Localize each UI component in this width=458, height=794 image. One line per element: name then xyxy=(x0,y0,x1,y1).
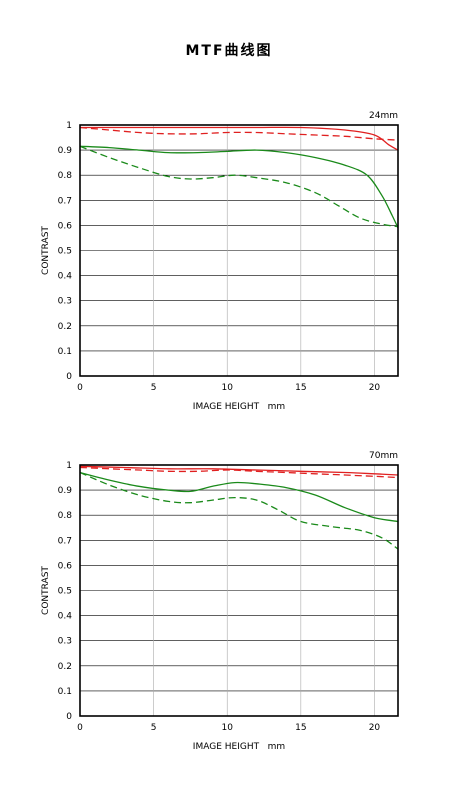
y-tick-label: 0.8 xyxy=(58,171,73,181)
y-tick-label: 0.3 xyxy=(58,297,72,307)
y-tick-label: 0.4 xyxy=(58,612,73,622)
y-tick-label: 0.9 xyxy=(58,486,73,496)
series-line-3 xyxy=(79,145,399,228)
x-tick-label: 5 xyxy=(151,383,157,393)
y-tick-label: 0.2 xyxy=(58,322,72,332)
y-tick-label: 0.4 xyxy=(58,272,73,282)
y-axis-label: CONTRAST xyxy=(41,226,51,275)
grid xyxy=(79,464,398,717)
mtf-chart-24mm: 00.10.20.30.40.50.60.70.80.910 5 10 15 2024m… xyxy=(41,111,399,412)
x-tick-label: 15 xyxy=(295,723,306,733)
chart-title: 70mm xyxy=(369,451,398,461)
series-line-0 xyxy=(79,465,399,476)
y-tick-label: 0.8 xyxy=(58,511,73,521)
page-title: MTF曲线图 xyxy=(185,43,273,59)
x-tick-label: 0 xyxy=(77,383,83,393)
y-axis-label: CONTRAST xyxy=(41,566,51,615)
mtf-chart-70mm: 00.10.20.30.40.50.60.70.80.910 5 10 15 2070m… xyxy=(41,451,399,752)
x-tick-label: 5 xyxy=(151,723,157,733)
y-tick-label: 1 xyxy=(66,121,72,131)
x-axis-label: IMAGE HEIGHT mm xyxy=(193,402,285,412)
y-tick-label: 0.3 xyxy=(58,637,72,647)
y-tick-label: 1 xyxy=(66,461,72,471)
y-tick-label: 0.1 xyxy=(58,347,72,357)
x-axis-label: IMAGE HEIGHT mm xyxy=(193,742,285,752)
chart-title: 24mm xyxy=(369,111,398,121)
y-tick-label: 0.5 xyxy=(58,247,72,257)
y-tick-label: 0.1 xyxy=(58,687,72,697)
grid xyxy=(79,124,398,377)
plot-frame xyxy=(79,464,399,717)
x-tick-label: 0 xyxy=(77,723,83,733)
series-line-1 xyxy=(79,126,399,141)
y-tick-label: 0.9 xyxy=(58,146,73,156)
x-tick-label: 10 xyxy=(221,383,233,393)
series-line-3 xyxy=(79,471,399,550)
series-line-0 xyxy=(80,126,399,151)
plot-frame xyxy=(79,124,399,377)
y-tick-label: 0 xyxy=(66,372,72,382)
y-tick-label: 0.6 xyxy=(58,561,73,571)
x-tick-label: 10 xyxy=(221,723,233,733)
y-tick-label: 0.7 xyxy=(58,196,72,206)
y-tick-label: 0.7 xyxy=(58,536,72,546)
series-line-1 xyxy=(79,466,399,479)
y-tick-label: 0.6 xyxy=(58,221,73,231)
y-tick-label: 0.5 xyxy=(58,587,72,597)
x-tick-label: 20 xyxy=(369,723,381,733)
y-tick-label: 0.2 xyxy=(58,662,72,672)
x-tick-label: 15 xyxy=(295,383,306,393)
series-line-2 xyxy=(79,145,399,229)
y-tick-label: 0 xyxy=(66,712,72,722)
x-tick-label: 20 xyxy=(369,383,381,393)
series-line-2 xyxy=(79,471,399,523)
